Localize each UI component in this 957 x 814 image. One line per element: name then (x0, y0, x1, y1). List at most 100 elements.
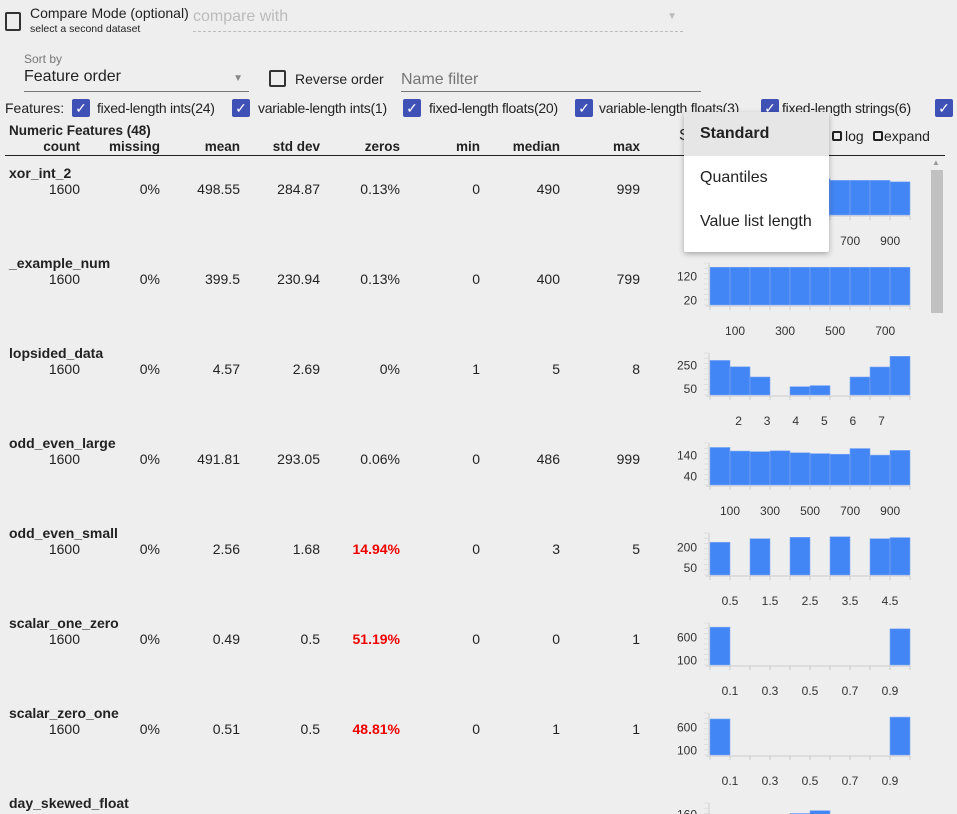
chart-type-menu: Standard Quantiles Value list length (684, 112, 829, 252)
histogram-bar[interactable] (829, 453, 851, 486)
column-header-count[interactable]: count (43, 139, 80, 154)
menu-item-standard[interactable]: Standard (684, 112, 829, 156)
cell-mean: 2.56 (212, 541, 240, 557)
histogram-bar[interactable] (829, 180, 851, 216)
x-tick-label: 6 (850, 414, 857, 428)
column-header-std-dev[interactable]: std dev (272, 139, 320, 154)
histogram-bar[interactable] (849, 180, 871, 216)
histogram-bar[interactable] (809, 385, 831, 396)
column-header-mean[interactable]: mean (204, 139, 240, 154)
y-tick-label: 100 (677, 653, 697, 667)
scrollbar[interactable]: ▲ (930, 158, 944, 814)
histogram-bar[interactable] (809, 266, 831, 306)
cell-median: 490 (536, 181, 560, 197)
histogram-bar[interactable] (749, 266, 771, 306)
x-tick-label: 500 (825, 324, 845, 338)
scrollbar-thumb[interactable] (931, 170, 943, 313)
feature-filter-checkbox[interactable]: ✓ (403, 99, 421, 117)
histogram-bar[interactable] (889, 181, 911, 216)
cell-median: 3 (552, 541, 560, 557)
y-tick-label: 50 (684, 382, 698, 396)
histogram-bar[interactable] (709, 266, 731, 306)
histogram-bar[interactable] (829, 266, 851, 306)
histogram-bar[interactable] (869, 366, 891, 396)
histogram-bar[interactable] (769, 266, 791, 306)
scroll-up-arrow[interactable]: ▲ (932, 158, 940, 167)
cell-count: 1600 (48, 631, 80, 647)
cell-count: 1600 (48, 541, 80, 557)
feature-name: scalar_one_zero (9, 615, 119, 631)
cell-median: 1 (552, 721, 560, 737)
histogram-bar[interactable] (889, 450, 911, 486)
histogram-bar[interactable] (709, 718, 731, 756)
histogram-bar[interactable] (789, 386, 811, 396)
x-tick-label: 300 (775, 324, 795, 338)
compare-with-dropdown[interactable]: compare with ▼ (193, 8, 683, 32)
reverse-order-checkbox[interactable] (269, 70, 286, 87)
cell-zeros: 0.06% (360, 451, 400, 467)
histogram-bar[interactable] (709, 447, 731, 486)
histogram-bar[interactable] (829, 536, 851, 576)
histogram-bar[interactable] (869, 266, 891, 306)
menu-item-value-list-length[interactable]: Value list length (684, 200, 829, 244)
feature-filter-checkbox[interactable]: ✓ (232, 99, 250, 117)
histogram-bar[interactable] (889, 716, 911, 756)
cell-std-dev: 0.5 (300, 721, 320, 737)
header-divider (5, 155, 945, 156)
histogram-bar[interactable] (729, 450, 751, 486)
histogram-bar[interactable] (709, 626, 731, 666)
expand-checkbox[interactable] (873, 131, 883, 141)
histogram-bar[interactable] (809, 810, 831, 814)
feature-filter-label: fixed-length floats(20) (429, 100, 558, 116)
sort-by-label: Sort by (24, 52, 63, 66)
histogram-bar[interactable] (889, 266, 911, 306)
compare-mode-checkbox[interactable] (5, 12, 21, 31)
sort-by-dropdown[interactable]: Feature order ▼ (24, 68, 249, 92)
cell-std-dev: 2.69 (292, 361, 320, 377)
log-checkbox[interactable] (832, 131, 842, 141)
x-tick-label: 1.5 (762, 594, 779, 608)
histogram-bar[interactable] (789, 266, 811, 306)
histogram-bar[interactable] (729, 266, 751, 306)
feature-filter-checkbox[interactable]: ✓ (935, 99, 953, 117)
name-filter-input[interactable] (401, 68, 701, 92)
cell-mean: 4.57 (212, 361, 240, 377)
column-header-median[interactable]: median (512, 139, 560, 154)
feature-filter-checkbox[interactable]: ✓ (72, 99, 90, 117)
histogram-bar[interactable] (709, 360, 731, 396)
histogram-bar[interactable] (869, 454, 891, 486)
histogram-bar[interactable] (749, 538, 771, 576)
column-header-zeros[interactable]: zeros (364, 139, 400, 154)
histogram-bar[interactable] (869, 538, 891, 576)
cell-missing: 0% (139, 721, 160, 737)
cell-std-dev: 284.87 (277, 181, 320, 197)
histogram-bar[interactable] (769, 450, 791, 486)
feature-name: lopsided_data (9, 345, 104, 361)
histogram-bar[interactable] (889, 355, 911, 396)
menu-item-label: Standard (700, 125, 770, 142)
column-header-min[interactable]: min (455, 139, 480, 154)
histogram-bar[interactable] (849, 376, 871, 396)
column-header-max[interactable]: max (612, 139, 640, 154)
column-header-missing[interactable]: missing (108, 139, 160, 154)
histogram-bar[interactable] (869, 180, 891, 216)
histogram-bar[interactable] (889, 628, 911, 666)
histogram-bar[interactable] (749, 451, 771, 486)
histogram-bar[interactable] (789, 452, 811, 486)
cell-zeros: 48.81% (352, 721, 400, 737)
histogram-bar[interactable] (849, 266, 871, 306)
y-tick-label: 40 (684, 470, 698, 484)
histogram-bar[interactable] (809, 453, 831, 486)
cell-missing: 0% (139, 451, 160, 467)
cell-mean: 491.81 (197, 451, 240, 467)
histogram-bar[interactable] (789, 536, 811, 576)
histogram-bar[interactable] (729, 366, 751, 396)
histogram-bar[interactable] (889, 537, 911, 576)
menu-item-quantiles[interactable]: Quantiles (684, 156, 829, 200)
histogram-bar[interactable] (749, 376, 771, 396)
cell-missing: 0% (139, 181, 160, 197)
histogram-bar[interactable] (709, 541, 731, 576)
feature-filter-checkbox[interactable]: ✓ (575, 99, 593, 117)
histogram-bar[interactable] (849, 448, 871, 486)
